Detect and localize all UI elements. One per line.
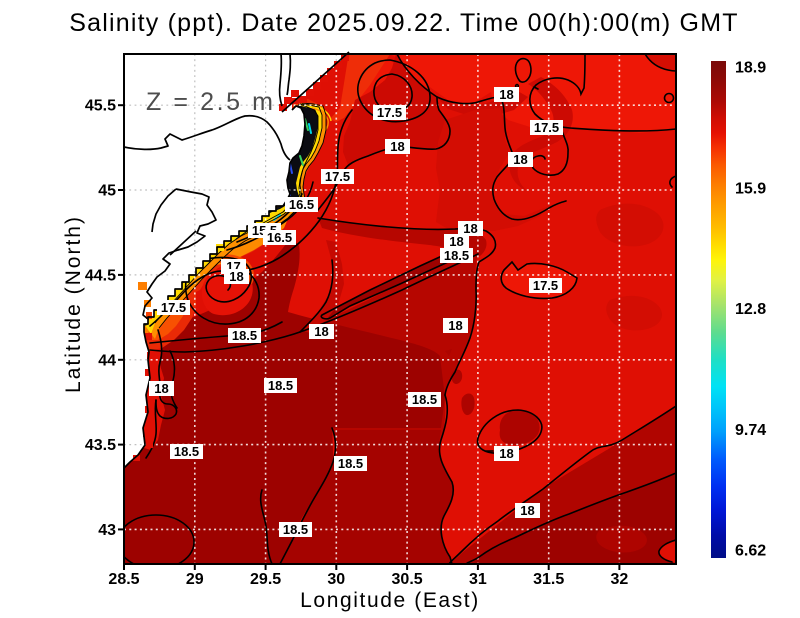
svg-text:32: 32	[611, 571, 629, 588]
svg-text:18: 18	[449, 234, 463, 249]
svg-text:30.5: 30.5	[392, 571, 423, 588]
svg-text:18: 18	[229, 269, 243, 284]
svg-text:18.5: 18.5	[412, 392, 437, 407]
svg-text:29: 29	[186, 571, 204, 588]
svg-text:28.5: 28.5	[108, 571, 139, 588]
svg-text:31: 31	[469, 571, 487, 588]
svg-text:18.5: 18.5	[268, 378, 293, 393]
svg-text:18: 18	[463, 221, 477, 236]
svg-text:44: 44	[98, 352, 116, 369]
svg-text:Latitude (North): Latitude (North)	[62, 215, 85, 393]
svg-text:18.9: 18.9	[735, 60, 766, 77]
svg-text:17.5: 17.5	[325, 169, 350, 184]
svg-text:18: 18	[154, 381, 168, 396]
svg-text:16.5: 16.5	[267, 230, 292, 245]
svg-text:29.5: 29.5	[250, 571, 281, 588]
svg-text:18.5: 18.5	[232, 328, 257, 343]
svg-text:18: 18	[390, 139, 404, 154]
svg-text:43.5: 43.5	[85, 437, 116, 454]
svg-text:18: 18	[314, 324, 328, 339]
svg-text:12.8: 12.8	[735, 301, 766, 318]
svg-text:18: 18	[499, 87, 513, 102]
svg-text:16.5: 16.5	[289, 197, 314, 212]
svg-text:18: 18	[499, 446, 513, 461]
svg-text:18.5: 18.5	[174, 444, 199, 459]
svg-text:30: 30	[327, 571, 345, 588]
svg-text:18: 18	[520, 503, 534, 518]
svg-text:17.5: 17.5	[534, 120, 559, 135]
svg-text:18.5: 18.5	[444, 248, 469, 263]
svg-text:31.5: 31.5	[533, 571, 564, 588]
svg-text:18: 18	[513, 152, 527, 167]
svg-text:45.5: 45.5	[85, 98, 116, 115]
svg-text:9.74: 9.74	[735, 422, 766, 439]
svg-text:18.5: 18.5	[338, 456, 363, 471]
svg-text:17.5: 17.5	[377, 105, 402, 120]
svg-text:17.5: 17.5	[533, 278, 558, 293]
svg-text:17.5: 17.5	[161, 300, 186, 315]
svg-text:43: 43	[98, 522, 116, 539]
svg-text:Z = 2.5 m: Z = 2.5 m	[146, 88, 273, 116]
svg-text:Longitude (East): Longitude (East)	[300, 589, 480, 612]
svg-text:18.5: 18.5	[283, 522, 308, 537]
svg-text:45: 45	[98, 183, 116, 200]
svg-text:6.62: 6.62	[735, 543, 766, 560]
svg-text:Salinity (ppt). Date 2025.09.2: Salinity (ppt). Date 2025.09.22. Time 00…	[69, 9, 738, 37]
svg-text:15.9: 15.9	[735, 180, 766, 197]
svg-text:18: 18	[448, 318, 462, 333]
svg-text:44.5: 44.5	[85, 267, 116, 284]
